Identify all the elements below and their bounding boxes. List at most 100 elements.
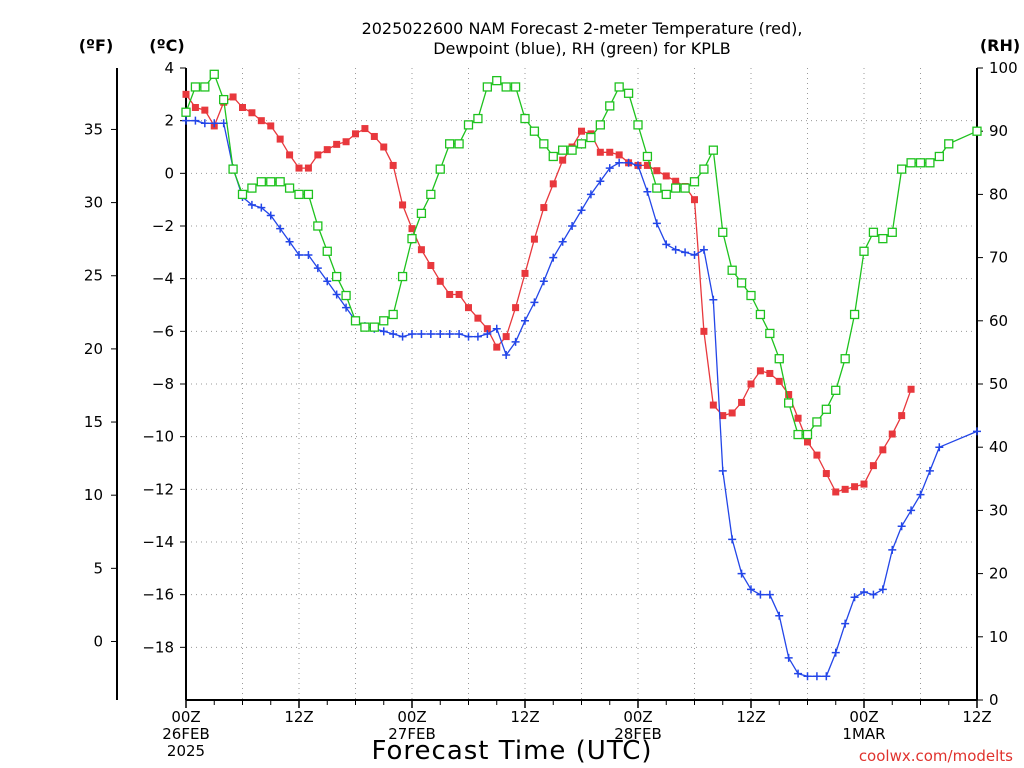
rh-point (181, 107, 191, 117)
dewpoint-point (831, 648, 840, 657)
dewpoint-point (747, 585, 755, 594)
dewpoint-point (935, 443, 944, 452)
dewpoint-point (784, 653, 793, 662)
temperature-point (653, 167, 661, 175)
dewpoint-point (681, 248, 690, 257)
rh-point (652, 183, 662, 193)
dewpoint-point (822, 672, 831, 681)
rh-point (812, 417, 822, 427)
time-tick-label: 00Z (623, 708, 652, 726)
fahrenheit-tick-label: 35 (84, 120, 103, 138)
rh-point (426, 189, 436, 200)
dewpoint-point (313, 264, 322, 273)
dewpoint-point (502, 351, 511, 360)
rh-point (313, 221, 323, 231)
temperature-point (606, 148, 614, 156)
dewpoint-point (850, 593, 859, 602)
fahrenheit-tick-label: 5 (93, 559, 103, 577)
rh-point (699, 164, 709, 174)
temperature-point (446, 290, 454, 298)
temperature-point (719, 412, 727, 420)
dewpoint-point (756, 590, 765, 599)
rh-point (303, 189, 314, 200)
rh-point (529, 126, 540, 136)
data-series (181, 69, 982, 681)
rh-tick-label: 50 (989, 375, 1008, 393)
temperature-point (794, 414, 802, 422)
rh-point (755, 309, 766, 320)
dewpoint-point (652, 219, 661, 228)
rh-point (294, 189, 304, 200)
rh-point (369, 322, 379, 332)
fahrenheit-tick-label: 30 (84, 194, 103, 212)
rh-point (407, 233, 417, 244)
rh-point (972, 126, 982, 136)
temperature-point (756, 367, 764, 375)
rh-point (209, 69, 219, 79)
dewpoint-point (483, 329, 492, 338)
dewpoint-point (436, 329, 445, 338)
dewpoint-point (634, 161, 642, 170)
rh-tick-label: 20 (989, 565, 1008, 583)
temperature-point (643, 161, 651, 169)
rh-tick-label: 0 (989, 691, 999, 709)
rh-point (784, 398, 794, 408)
dewpoint-point (266, 211, 275, 220)
dewpoint-point (455, 329, 464, 338)
rh-point (379, 316, 389, 326)
temperature-point (662, 172, 670, 180)
time-tick-label: 28FEB (614, 725, 661, 743)
celsius-tick-label: −4 (152, 270, 174, 288)
rh-point (708, 145, 718, 155)
rh-point (576, 139, 587, 149)
temperature-point (427, 262, 435, 269)
time-tick-label: 00Z (171, 708, 200, 726)
temperature-point (540, 204, 548, 212)
temperature-point (465, 304, 472, 312)
temperature-point (191, 104, 199, 111)
temperature-point (399, 201, 407, 209)
temperature-point (775, 377, 783, 385)
temperature-point (201, 106, 209, 114)
temperature-point (869, 462, 877, 470)
rh-point (661, 189, 671, 200)
dewpoint-point (803, 672, 812, 681)
rh-point (840, 354, 850, 364)
rh-point (944, 139, 954, 149)
fahrenheit-tick-label: 25 (84, 267, 103, 285)
time-tick-label: 12Z (284, 708, 313, 726)
fahrenheit-tick-label: 0 (93, 632, 103, 650)
dewpoint-point (191, 116, 200, 125)
temperature-point (907, 385, 915, 393)
temperature-point (530, 235, 538, 243)
dewpoint-point (605, 164, 614, 173)
dewpoint-point (709, 295, 718, 304)
rh-point (332, 271, 342, 282)
dewpoint-point (473, 332, 482, 341)
rh-point (680, 183, 690, 193)
temperature-point (766, 369, 774, 377)
temperature-point (709, 401, 717, 409)
temperature-point (521, 269, 529, 277)
temperature-point (248, 109, 256, 117)
temperature-point (361, 125, 369, 133)
dewpoint-point (586, 190, 595, 199)
dewpoint-point (812, 672, 821, 681)
rh-point (284, 183, 295, 193)
temperature-point (257, 117, 265, 125)
rh-point (925, 158, 935, 168)
dewpoint-point (200, 119, 209, 128)
rh-point (510, 82, 521, 92)
rh-point (868, 227, 879, 237)
dewpoint-point (182, 116, 190, 125)
dewpoint-point (916, 490, 925, 499)
rh-point (633, 120, 643, 130)
time-tick-label: 1MAR (842, 725, 885, 743)
dewpoint-point (417, 329, 426, 338)
temperature-point (417, 246, 425, 254)
temperature-point (370, 132, 378, 140)
rh-point (727, 265, 737, 275)
title-line-1: 2025022600 NAM Forecast 2-meter Temperat… (362, 19, 803, 38)
dewpoint-point (728, 535, 737, 544)
rh-point (849, 309, 860, 320)
